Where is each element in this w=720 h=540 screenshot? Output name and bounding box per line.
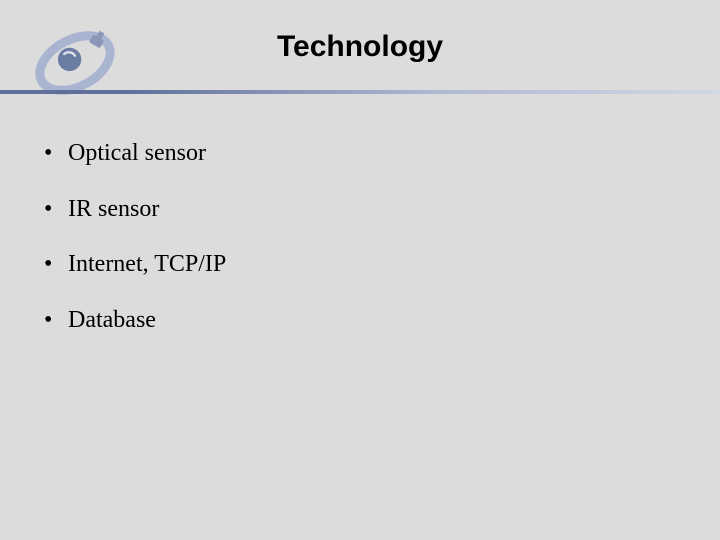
title-divider: [0, 82, 720, 102]
bullet-text: Internet, TCP/IP: [68, 251, 226, 277]
bullet-text: Database: [68, 307, 156, 333]
slide: Technology Optical sensor IR sensor Inte…: [0, 0, 720, 540]
bullet-text: Optical sensor: [68, 140, 206, 166]
bullet-text: IR sensor: [68, 196, 159, 222]
bullet-list: Optical sensor IR sensor Internet, TCP/I…: [40, 140, 680, 334]
list-item: Internet, TCP/IP: [40, 251, 680, 279]
content-area: Optical sensor IR sensor Internet, TCP/I…: [40, 140, 680, 362]
list-item: IR sensor: [40, 196, 680, 224]
header: Technology: [0, 0, 720, 100]
list-item: Database: [40, 307, 680, 335]
slide-title: Technology: [0, 30, 720, 64]
list-item: Optical sensor: [40, 140, 680, 168]
